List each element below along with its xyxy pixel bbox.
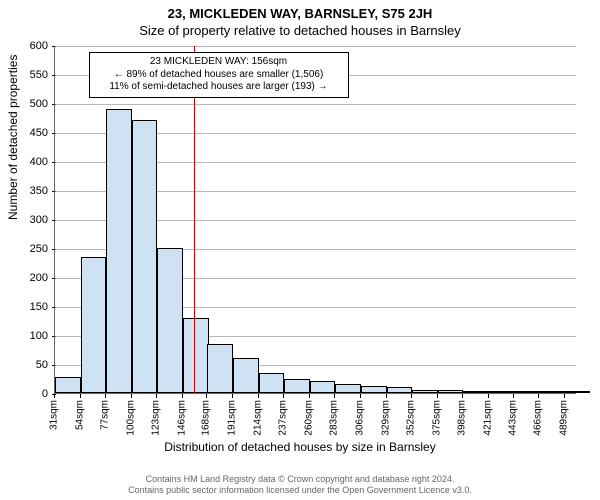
histogram-bar — [259, 373, 285, 393]
histogram-bar — [565, 391, 591, 393]
histogram-bar — [183, 318, 209, 393]
histogram-bar — [489, 391, 515, 393]
xtick-label: 398sqm — [457, 400, 468, 436]
histogram-bar — [207, 344, 233, 393]
xtick-label: 100sqm — [125, 400, 136, 436]
plot-area — [54, 46, 576, 394]
attribution-line1: Contains HM Land Registry data © Crown c… — [0, 474, 600, 485]
ytick-label: 550 — [0, 69, 48, 81]
ytick-label: 600 — [0, 40, 48, 52]
xtick-label: 123sqm — [151, 400, 162, 436]
xtick-label: 375sqm — [431, 400, 442, 436]
histogram-bar — [81, 257, 107, 393]
ytick-label: 0 — [0, 388, 48, 400]
histogram-bar — [514, 391, 540, 393]
chart-subtitle: Size of property relative to detached ho… — [0, 21, 600, 38]
histogram-bar — [463, 391, 489, 393]
histogram-bar — [310, 381, 336, 393]
ytick-label: 500 — [0, 98, 48, 110]
histogram-bar — [412, 390, 438, 393]
xtick-label: 283sqm — [329, 400, 340, 436]
histogram-bar — [132, 120, 158, 393]
histogram-bar — [157, 248, 183, 393]
xtick-label: 306sqm — [355, 400, 366, 436]
histogram-bar — [233, 358, 259, 393]
xtick-label: 352sqm — [406, 400, 417, 436]
ytick-label: 50 — [0, 359, 48, 371]
ytick-label: 250 — [0, 243, 48, 255]
ytick-label: 300 — [0, 214, 48, 226]
reference-line — [194, 46, 195, 393]
ytick-label: 200 — [0, 272, 48, 284]
xtick-label: 489sqm — [558, 400, 569, 436]
xtick-label: 237sqm — [278, 400, 289, 436]
histogram-bar — [361, 386, 387, 393]
xtick-label: 214sqm — [252, 400, 263, 436]
xtick-label: 421sqm — [483, 400, 494, 436]
annotation-line1: 23 MICKLEDEN WAY: 156sqm — [96, 56, 342, 69]
annotation-line3: 11% of semi-detached houses are larger (… — [96, 81, 342, 94]
x-axis-label: Distribution of detached houses by size … — [0, 440, 600, 454]
histogram-bar — [55, 377, 81, 393]
xtick-label: 77sqm — [100, 400, 111, 430]
histogram-bar — [438, 390, 464, 393]
ytick-label: 350 — [0, 185, 48, 197]
histogram-bar — [335, 384, 361, 393]
histogram-bar — [539, 391, 565, 393]
ytick-label: 150 — [0, 301, 48, 313]
ytick-label: 450 — [0, 127, 48, 139]
xtick-label: 329sqm — [380, 400, 391, 436]
ytick-label: 100 — [0, 330, 48, 342]
attribution-line2: Contains public sector information licen… — [0, 485, 600, 496]
annotation-line2: ← 89% of detached houses are smaller (1,… — [96, 69, 342, 82]
chart-container: 23, MICKLEDEN WAY, BARNSLEY, S75 2JH Siz… — [0, 0, 600, 500]
xtick-label: 168sqm — [201, 400, 212, 436]
histogram-bar — [106, 109, 132, 393]
annotation-box: 23 MICKLEDEN WAY: 156sqm ← 89% of detach… — [89, 52, 349, 98]
xtick-label: 443sqm — [507, 400, 518, 436]
ytick-label: 400 — [0, 156, 48, 168]
xtick-label: 191sqm — [227, 400, 238, 436]
attribution: Contains HM Land Registry data © Crown c… — [0, 474, 600, 496]
xtick-label: 31sqm — [49, 400, 60, 430]
chart-title: 23, MICKLEDEN WAY, BARNSLEY, S75 2JH — [0, 0, 600, 21]
xtick-label: 146sqm — [176, 400, 187, 436]
xtick-label: 260sqm — [303, 400, 314, 436]
histogram-bar — [387, 387, 413, 393]
xtick-label: 54sqm — [74, 400, 85, 430]
histogram-bar — [284, 379, 310, 394]
xtick-label: 466sqm — [533, 400, 544, 436]
